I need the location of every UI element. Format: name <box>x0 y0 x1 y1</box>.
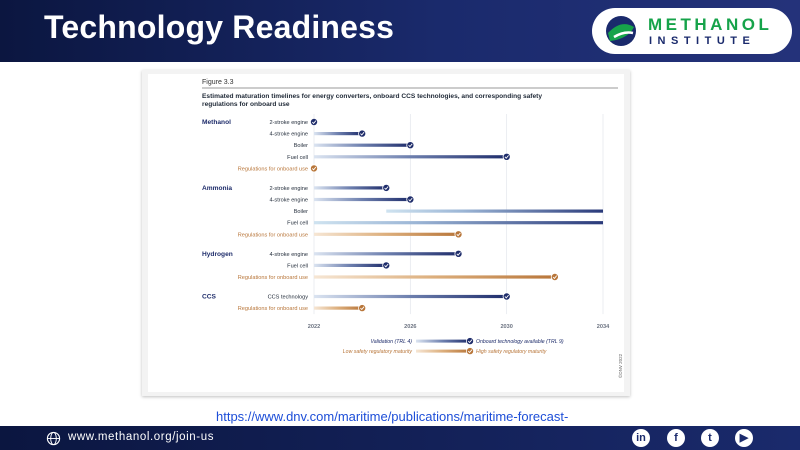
technology-row-label: Boiler <box>294 209 308 215</box>
technology-row-label: 2-stroke engine <box>269 120 308 126</box>
timeline-figure: Figure 3.3 Estimated maturation timeline… <box>148 74 624 392</box>
figure-label: Figure 3.3 <box>202 79 234 86</box>
check-mark <box>360 131 365 136</box>
technology-bar <box>314 294 507 299</box>
legend-reg-bar <box>416 349 470 353</box>
milestone-check-icon <box>382 261 391 270</box>
methanol-globe-icon <box>606 16 636 46</box>
regulation-bar <box>314 232 459 236</box>
check-mark <box>384 263 389 268</box>
technology-row-label: 4-stroke engine <box>269 252 308 258</box>
technology-row-label: CCS technology <box>268 295 309 301</box>
technology-bar <box>314 197 411 202</box>
footer-url[interactable]: www.methanol.org/join-us <box>68 431 215 443</box>
technology-row-label: 2-stroke engine <box>269 186 308 192</box>
twitter-icon[interactable]: t <box>701 429 719 447</box>
x-tick-label-2022: 2022 <box>308 324 320 330</box>
globe-icon <box>46 431 61 446</box>
technology-bar <box>314 263 387 267</box>
milestone-check-icon <box>358 129 367 138</box>
regulation-row-label: Regulations for onboard use <box>238 306 308 312</box>
milestone-check-icon <box>406 141 415 150</box>
regulation-bar <box>314 306 363 310</box>
group-label-methanol: Methanol <box>202 119 231 126</box>
technology-bar <box>314 132 363 136</box>
copyright-label: ©DNV 2022 <box>617 353 623 378</box>
technology-bar <box>314 155 507 159</box>
group-label-ccs: CCS <box>202 294 217 301</box>
milestone-check-icon <box>454 249 463 258</box>
milestone-check-icon <box>502 152 511 161</box>
milestone-check-icon <box>309 118 318 127</box>
milestone-check-icon <box>550 272 559 281</box>
milestone-check-icon <box>382 183 391 192</box>
technology-row-label: Boiler <box>294 143 308 149</box>
legend: Validation (TRL 4) Onboard technology ava… <box>343 337 564 356</box>
milestone-check-icon <box>358 304 367 313</box>
group-label-ammonia: Ammonia <box>202 185 232 192</box>
check-mark <box>504 155 509 159</box>
x-tick-label-2034: 2034 <box>597 324 610 330</box>
technology-row-label: 4-stroke engine <box>269 198 308 204</box>
legend-reg-end: High safety regulatory maturity <box>476 349 547 355</box>
legend-tech-start: Validation (TRL 4) <box>370 339 412 345</box>
timeline-chart: Figure 3.3 Estimated maturation timeline… <box>202 79 623 378</box>
technology-row-label: Fuel cell <box>287 263 308 269</box>
methanol-institute-logo[interactable]: METHANOL INSTITUTE <box>592 8 792 54</box>
figure-frame: Figure 3.3 Estimated maturation timeline… <box>142 70 630 396</box>
regulation-row-label: Regulations for onboard use <box>238 275 308 281</box>
check-mark <box>456 232 461 237</box>
x-axis: 2022 2026 2030 2034 <box>308 324 610 330</box>
check-mark <box>552 275 558 280</box>
legend-reg-start: Low safety regulatory maturity <box>343 349 413 355</box>
technology-bar <box>314 186 387 190</box>
technology-row-label: 4-stroke engine <box>269 132 308 138</box>
regulation-row-label: Regulations for onboard use <box>238 166 308 172</box>
milestone-check-icon <box>454 230 463 239</box>
chart-title: Estimated maturation timelines for energ… <box>202 93 544 108</box>
regulation-row-label: Regulations for onboard use <box>238 232 308 238</box>
slide-title: Technology Readiness <box>44 9 395 45</box>
check-mark <box>384 186 389 190</box>
check-mark <box>408 197 413 202</box>
technology-bar <box>386 209 603 213</box>
check-mark <box>504 294 509 299</box>
check-mark <box>467 339 473 344</box>
regulation-bar <box>314 275 555 279</box>
milestone-check-icon <box>465 347 474 356</box>
x-tick-label-2030: 2030 <box>500 324 512 330</box>
legend-tech-bar <box>416 339 470 343</box>
milestone-check-icon <box>406 195 415 204</box>
technology-bar <box>314 252 459 256</box>
milestone-check-icon <box>465 337 474 346</box>
group-label-hydrogen: Hydrogen <box>202 251 233 258</box>
technology-bar <box>314 143 411 147</box>
slide-footer: www.methanol.org/join-us in f t ▶ <box>0 426 800 450</box>
check-mark <box>467 349 473 354</box>
check-mark <box>408 143 413 148</box>
facebook-icon[interactable]: f <box>667 429 685 447</box>
logo-text-methanol: METHANOL <box>648 15 773 34</box>
technology-row-label: Fuel cell <box>287 221 308 227</box>
check-mark <box>311 166 317 171</box>
x-tick-label-2026: 2026 <box>404 324 416 330</box>
technology-bar <box>314 221 603 225</box>
check-mark <box>311 120 317 125</box>
logo-text-institute: INSTITUTE <box>649 35 756 47</box>
check-mark <box>360 306 365 311</box>
milestone-check-icon <box>309 164 318 173</box>
milestone-check-icon <box>502 292 511 301</box>
timeline-bars: Methanol 2-stroke engine 4-stroke engine Bo… <box>202 118 603 312</box>
technology-row-label: Fuel cell <box>287 155 308 161</box>
legend-tech-end: Onboard technology available (TRL 9) <box>476 339 564 345</box>
linkedin-icon[interactable]: in <box>632 429 650 447</box>
slide-header: Technology Readiness METHANOL INSTITUTE <box>0 0 800 62</box>
youtube-icon[interactable]: ▶ <box>735 429 753 447</box>
check-mark <box>456 252 461 256</box>
